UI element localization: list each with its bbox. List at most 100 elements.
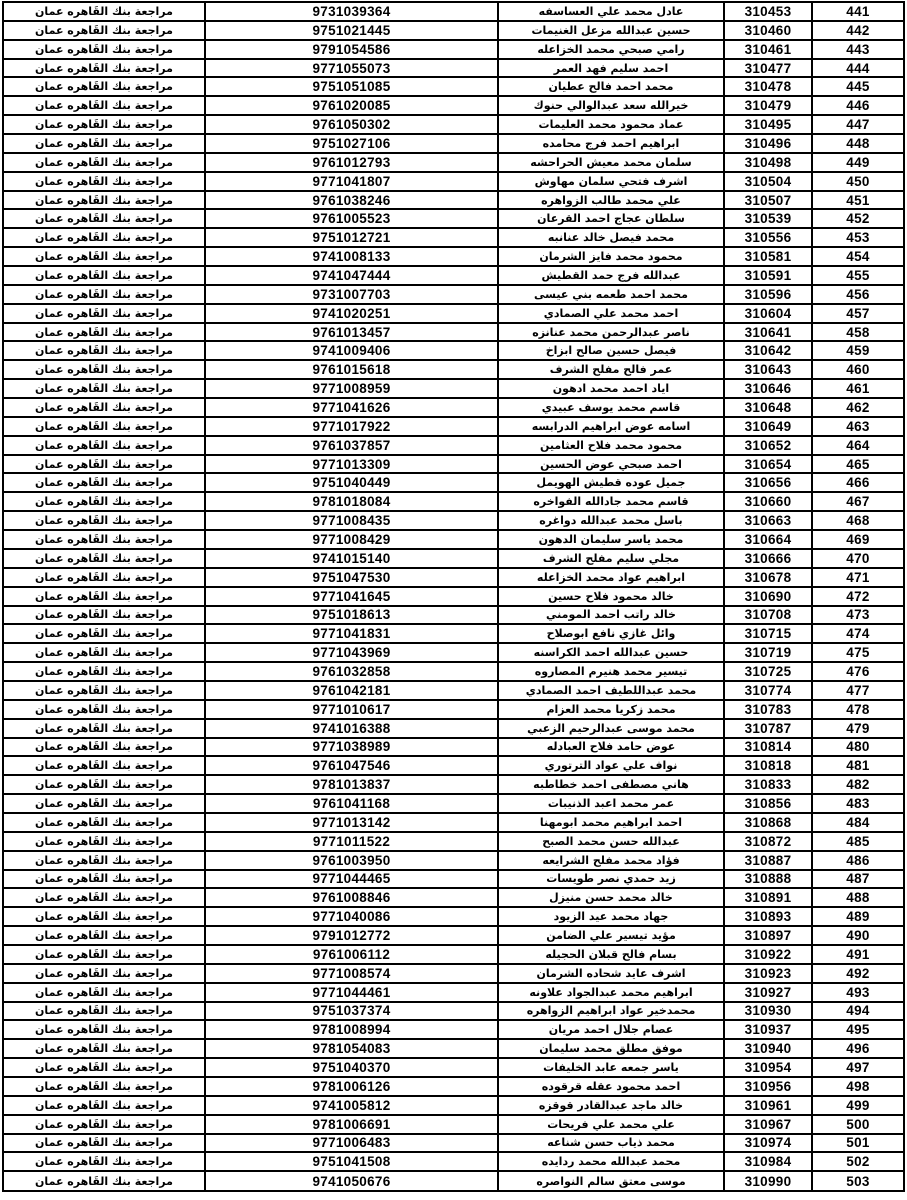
person-name-cell: احمد ابراهيم محمد ابومهنا — [497, 811, 725, 833]
person-name-cell: فؤاد محمد مفلح الشرايعه — [497, 849, 725, 871]
sequence-number-cell: 468 — [811, 510, 905, 532]
sequence-number-cell: 473 — [811, 604, 905, 626]
national-number-cell: 9761050302 — [204, 114, 499, 136]
bank-review-cell: مراجعة بنك القَاهره عمان — [2, 793, 206, 814]
table-row: 499 310961 خالد ماجد عبدالقادر قوقزه 974… — [2, 1094, 905, 1116]
person-name-cell: سلمان محمد معيش الحراحشه — [497, 151, 725, 173]
table-row: 474 310715 وائل غازي نافع ابوصلاح 977104… — [2, 623, 905, 645]
bank-review-cell: مراجعة بنك القَاهره عمان — [2, 1170, 206, 1192]
person-name-cell: خيرالله سعد عبدالوالي حنوك — [497, 95, 725, 117]
bank-review-cell: مراجعة بنك القَاهره عمان — [2, 1057, 206, 1078]
table-row: 456 310596 محمد احمد طعمه بني عيسى 97310… — [2, 283, 905, 305]
bank-review-cell: مراجعة بنك القَاهره عمان — [2, 397, 206, 418]
bank-review-cell: مراجعة بنك القَاهره عمان — [2, 472, 206, 494]
bank-review-cell: مراجعة بنك القَاهره عمان — [2, 849, 206, 871]
bank-review-cell: مراجعة بنك القَاهره عمان — [2, 1, 206, 22]
sequence-number-cell: 464 — [811, 434, 905, 456]
person-name-cell: رامي صبحي محمد الخزاعله — [497, 38, 725, 60]
record-code-cell: 310539 — [723, 208, 813, 230]
sequence-number-cell: 485 — [811, 830, 905, 852]
bank-review-cell: مراجعة بنك القَاهره عمان — [2, 755, 206, 777]
national-number-cell: 9771041645 — [204, 585, 499, 607]
record-code-cell: 310887 — [723, 849, 813, 871]
table-row: 460 310643 عمر فالح مفلح الشرف 976101561… — [2, 359, 905, 381]
record-code-cell: 310940 — [723, 1038, 813, 1060]
record-code-cell: 310725 — [723, 661, 813, 682]
record-code-cell: 310556 — [723, 227, 813, 249]
bank-review-cell: مراجعة بنك القَاهره عمان — [2, 943, 206, 965]
sequence-number-cell: 441 — [811, 1, 905, 22]
sequence-number-cell: 500 — [811, 1113, 905, 1135]
person-name-cell: علي محمد علي فريحات — [497, 1113, 725, 1135]
person-name-cell: قاسم محمد جادالله الفواخره — [497, 491, 725, 513]
bank-review-cell: مراجعة بنك القَاهره عمان — [2, 1038, 206, 1060]
person-name-cell: محمود محمد فايز الشرمان — [497, 246, 725, 268]
record-code-cell: 310787 — [723, 717, 813, 739]
bank-review-cell: مراجعة بنك القَاهره عمان — [2, 491, 206, 513]
record-code-cell: 310961 — [723, 1094, 813, 1116]
table-row: 447 310495 عماد محمود محمد العليمات 9761… — [2, 114, 905, 136]
bank-review-cell: مراجعة بنك القَاهره عمان — [2, 302, 206, 324]
record-code-cell: 310715 — [723, 623, 813, 645]
sequence-number-cell: 463 — [811, 415, 905, 437]
record-code-cell: 310479 — [723, 95, 813, 117]
national-number-cell: 9761041168 — [204, 793, 499, 814]
bank-review-cell: مراجعة بنك القَاهره عمان — [2, 679, 206, 701]
sequence-number-cell: 445 — [811, 76, 905, 98]
record-code-cell: 310930 — [723, 1000, 813, 1022]
sequence-number-cell: 480 — [811, 736, 905, 758]
bank-review-cell: مراجعة بنك القَاهره عمان — [2, 76, 206, 98]
bank-review-cell: مراجعة بنك القَاهره عمان — [2, 340, 206, 362]
person-name-cell: عوض حامد فلاح العبادله — [497, 736, 725, 758]
person-name-cell: مؤيد تيسير علي الضامن — [497, 925, 725, 946]
person-name-cell: عبدالله فرج حمد القطيش — [497, 265, 725, 286]
bank-review-cell: مراجعة بنك القَاهره عمان — [2, 925, 206, 946]
national-number-cell: 9751040370 — [204, 1057, 499, 1078]
record-code-cell: 310641 — [723, 321, 813, 343]
sequence-number-cell: 459 — [811, 340, 905, 362]
sequence-number-cell: 497 — [811, 1057, 905, 1078]
person-name-cell: بسام فالح قبلان الحجيله — [497, 943, 725, 965]
national-number-cell: 9761013457 — [204, 321, 499, 343]
table-row: 446 310479 خيرالله سعد عبدالوالي حنوك 97… — [2, 95, 905, 117]
person-name-cell: اسامه عوض ابراهيم الدرابسه — [497, 415, 725, 437]
bank-review-cell: مراجعة بنك القَاهره عمان — [2, 830, 206, 852]
national-number-cell: 9741015140 — [204, 547, 499, 569]
table-row: 485 310872 عبدالله حسن محمد الصبح 977101… — [2, 830, 905, 852]
record-code-cell: 310893 — [723, 906, 813, 928]
bank-review-cell: مراجعة بنك القَاهره عمان — [2, 1094, 206, 1116]
bank-review-cell: مراجعة بنك القَاهره عمان — [2, 547, 206, 569]
table-row: 468 310663 باسل محمد عبدالله دواغره 9771… — [2, 510, 905, 532]
national-number-cell: 9771041831 — [204, 623, 499, 645]
sequence-number-cell: 458 — [811, 321, 905, 343]
record-code-cell: 310643 — [723, 359, 813, 381]
person-name-cell: خالد ماجد عبدالقادر قوقزه — [497, 1094, 725, 1116]
national-number-cell: 9751021445 — [204, 19, 499, 41]
sequence-number-cell: 457 — [811, 302, 905, 324]
table-row: 445 310478 محمد احمد فالح عطيان 97510510… — [2, 76, 905, 98]
person-name-cell: زيد حمدي نصر طويسات — [497, 868, 725, 890]
sequence-number-cell: 461 — [811, 378, 905, 400]
national-number-cell: 9751018613 — [204, 604, 499, 626]
national-number-cell: 9751037374 — [204, 1000, 499, 1022]
record-code-cell: 310833 — [723, 774, 813, 796]
table-row: 498 310956 احمد محمود عقله قرقوده 978100… — [2, 1075, 905, 1097]
record-code-cell: 310974 — [723, 1132, 813, 1154]
person-name-cell: احمد محمود عقله قرقوده — [497, 1075, 725, 1097]
table-row: 461 310646 اياد احمد محمد ادهون 97710089… — [2, 378, 905, 400]
person-name-cell: محمد عبدالله محمد ردايده — [497, 1151, 725, 1173]
person-name-cell: احمد صبحي عوض الحسين — [497, 453, 725, 475]
sequence-number-cell: 451 — [811, 189, 905, 211]
national-number-cell: 9771017922 — [204, 415, 499, 437]
bank-review-cell: مراجعة بنك القَاهره عمان — [2, 1151, 206, 1173]
record-code-cell: 310453 — [723, 1, 813, 22]
table-row: 454 310581 محمود محمد فايز الشرمان 97410… — [2, 246, 905, 268]
person-name-cell: محمد عبداللطيف احمد الصمادي — [497, 679, 725, 701]
bank-review-cell: مراجعة بنك القَاهره عمان — [2, 114, 206, 136]
record-code-cell: 310868 — [723, 811, 813, 833]
record-code-cell: 310656 — [723, 472, 813, 494]
sequence-number-cell: 492 — [811, 962, 905, 984]
table-row: 489 310893 جهاد محمد عيد الزيود 97710400… — [2, 906, 905, 928]
sequence-number-cell: 465 — [811, 453, 905, 475]
